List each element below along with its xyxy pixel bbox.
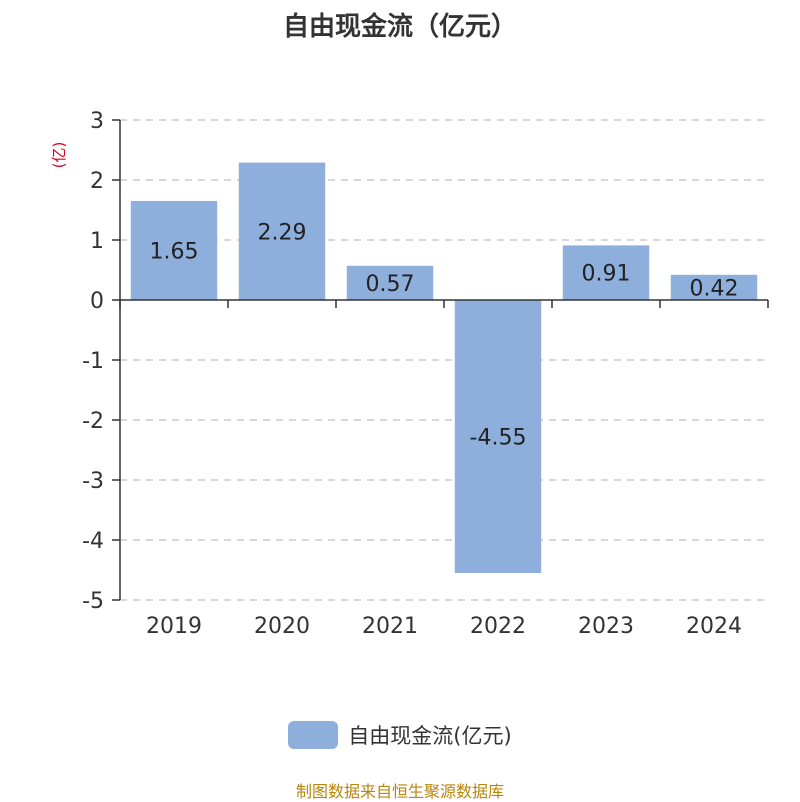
legend-label: 自由现金流(亿元) — [348, 724, 512, 748]
y-tick-label: 0 — [90, 289, 104, 314]
bar-value-label: 1.65 — [150, 240, 199, 265]
y-axis-label: (亿) — [50, 142, 68, 169]
legend-swatch — [288, 721, 339, 749]
axes: 3 2 1 0 -1 -2 -3 -4 -5 2019 2020 2021 2022 2023 2024 — [82, 109, 769, 639]
y-tick-label: 3 — [90, 109, 104, 134]
bar — [238, 162, 326, 300]
bar — [346, 265, 434, 300]
y-tick-label: -1 — [82, 349, 104, 374]
x-tick-label: 2022 — [470, 614, 526, 639]
bar — [670, 274, 758, 300]
x-tick-label: 2024 — [686, 614, 742, 639]
x-tick-label: 2023 — [578, 614, 634, 639]
y-tick-label: -3 — [82, 469, 104, 494]
bar-value-label: 0.91 — [582, 262, 631, 287]
y-tick-label: -4 — [82, 529, 104, 554]
y-tick-label: -2 — [82, 409, 104, 434]
y-tick-label: -5 — [82, 589, 104, 614]
bar — [130, 201, 218, 300]
bar-value-label: -4.55 — [470, 426, 527, 451]
bar-value-label: 0.57 — [366, 272, 415, 297]
grid-lines — [120, 119, 768, 601]
x-tick-label: 2020 — [254, 614, 310, 639]
chart-title: 自由现金流（亿元） — [282, 12, 517, 42]
legend: 自由现金流(亿元) — [0, 720, 800, 750]
bar — [562, 245, 650, 300]
bar-value-label: 0.42 — [690, 276, 739, 301]
y-tick-label: 2 — [90, 169, 104, 194]
source-footer: 制图数据来自恒生聚源数据库 — [295, 782, 504, 801]
x-tick-label: 2021 — [362, 614, 418, 639]
y-tick-label: 1 — [90, 229, 104, 254]
bars: 1.65 2.29 0.57 -4.55 0.91 0.42 — [130, 162, 758, 573]
bar — [454, 300, 542, 573]
x-tick-label: 2019 — [146, 614, 202, 639]
bar-value-label: 2.29 — [258, 220, 307, 245]
